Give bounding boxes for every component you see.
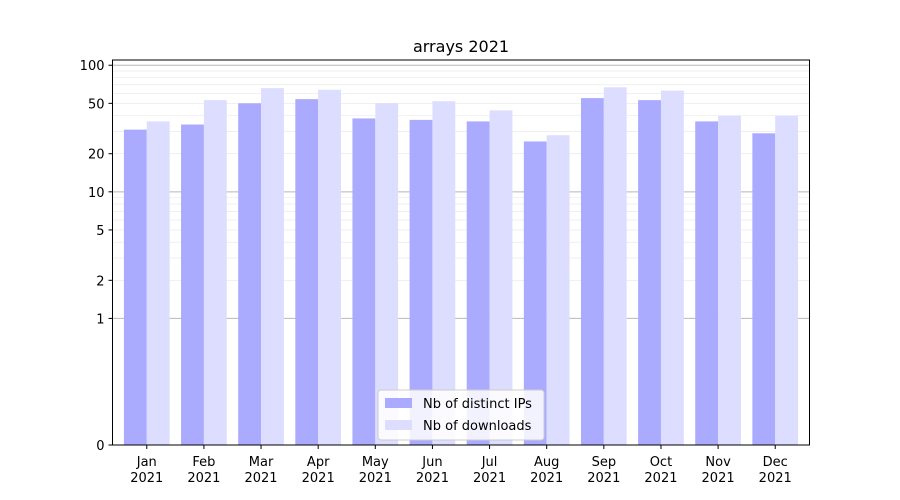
x-tick-label-year: 2021 (302, 471, 335, 486)
bar-distinct-ips (295, 99, 319, 445)
bar-downloads (603, 87, 627, 445)
bar-distinct-ips (238, 103, 262, 445)
x-tick-label-month: Dec (763, 455, 788, 470)
legend-swatch-distinct-ips (385, 398, 412, 408)
y-tick-label: 50 (88, 97, 105, 112)
bar-distinct-ips (580, 98, 604, 445)
x-tick-label-year: 2021 (130, 471, 163, 486)
x-axis: Jan2021Feb2021Mar2021Apr2021May2021Jun20… (130, 445, 792, 486)
bar-downloads (146, 121, 170, 445)
legend: Nb of distinct IPs Nb of downloads (377, 389, 545, 441)
x-tick-label-month: Feb (192, 455, 215, 470)
bar-distinct-ips (409, 119, 433, 445)
bar-distinct-ips (352, 118, 376, 445)
legend-swatch-downloads (385, 420, 412, 430)
x-tick-label-month: Oct (650, 455, 672, 470)
bar-distinct-ips (181, 124, 204, 445)
bar-distinct-ips (466, 121, 490, 445)
grid (112, 64, 810, 319)
bar-distinct-ips (638, 100, 661, 445)
legend-label-distinct-ips: Nb of distinct IPs (423, 397, 532, 412)
bar-distinct-ips (523, 141, 547, 445)
bar-downloads (375, 103, 399, 445)
bar-downloads (660, 90, 684, 445)
x-tick-label-year: 2021 (244, 471, 277, 486)
y-tick-label: 20 (88, 148, 105, 163)
x-tick-label-month: Nov (705, 455, 731, 470)
y-tick-label: 1 (96, 312, 104, 327)
x-tick-label-month: Jan (136, 455, 157, 470)
bar-downloads (318, 89, 342, 445)
x-tick-label-month: Apr (307, 455, 330, 470)
x-tick-label-year: 2021 (587, 471, 620, 486)
bar-downloads (261, 88, 284, 445)
bar-distinct-ips (752, 133, 776, 445)
bar-distinct-ips (695, 121, 719, 445)
y-tick-label: 0 (96, 439, 104, 454)
bar-downloads (775, 115, 799, 445)
plot-area-frame (112, 59, 810, 446)
x-tick-label-month: May (362, 455, 389, 470)
x-tick-label-year: 2021 (416, 471, 449, 486)
x-tick-label-year: 2021 (530, 471, 563, 486)
bars (123, 87, 799, 446)
y-tick-label: 2 (96, 274, 104, 289)
y-tick-label: 5 (96, 224, 104, 239)
legend-label-downloads: Nb of downloads (423, 419, 532, 434)
x-tick-label-month: Aug (534, 455, 559, 470)
x-tick-label-month: Mar (249, 455, 274, 470)
y-tick-label: 100 (80, 59, 105, 74)
x-tick-label-year: 2021 (359, 471, 392, 486)
bar-distinct-ips (123, 129, 147, 445)
y-tick-label: 10 (88, 186, 105, 201)
bar-downloads (489, 110, 513, 445)
bar-downloads (718, 115, 741, 445)
x-tick-label-month: Jul (481, 455, 498, 470)
x-tick-label-year: 2021 (644, 471, 677, 486)
chart-title: arrays 2021 (413, 37, 509, 56)
bar-downloads (432, 101, 456, 446)
x-tick-label-year: 2021 (759, 471, 792, 486)
bar-downloads (546, 135, 570, 445)
x-tick-label-month: Jun (421, 455, 442, 470)
x-tick-label-year: 2021 (702, 471, 735, 486)
x-tick-label-year: 2021 (187, 471, 220, 486)
x-tick-label-month: Sep (592, 455, 617, 470)
x-tick-label-year: 2021 (473, 471, 506, 486)
y-axis: 0 1 2 5 10 20 50 100 (80, 59, 113, 454)
bar-downloads (203, 100, 227, 445)
legend-box (377, 389, 545, 441)
